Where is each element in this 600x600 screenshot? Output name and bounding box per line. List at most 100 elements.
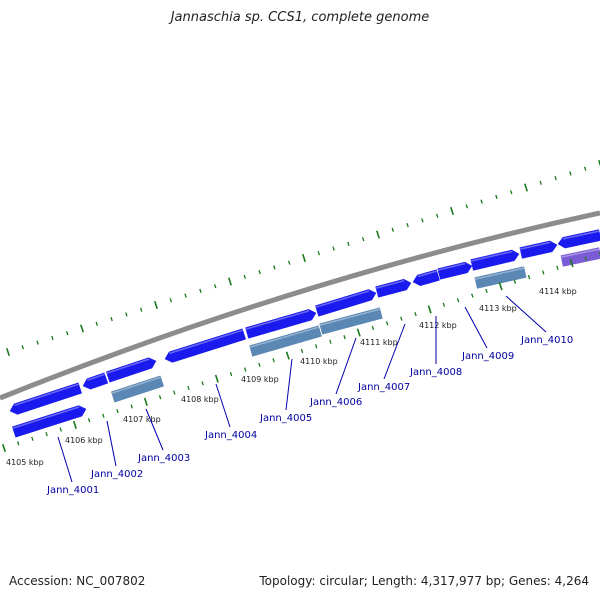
kbp-label: 4106 kbp [65, 436, 103, 445]
rna-feature[interactable] [474, 266, 527, 289]
tick-mark [2, 443, 6, 453]
leader-line [335, 337, 357, 395]
gene-label[interactable]: Jann_4008 [409, 367, 462, 378]
cds-arrow[interactable] [437, 261, 473, 280]
tick-mark [598, 159, 600, 167]
tick-mark [87, 418, 91, 423]
cds-arrow[interactable] [82, 372, 109, 390]
cds-arrow[interactable] [11, 405, 87, 438]
feature-highlight [375, 279, 405, 289]
tick-mark [59, 427, 62, 432]
tick-mark [302, 253, 306, 263]
rna-feature[interactable] [110, 375, 165, 403]
tick-mark [158, 395, 162, 400]
leader-line [215, 383, 231, 428]
feature-highlight [519, 241, 551, 250]
cds-arrow[interactable] [315, 289, 377, 317]
tick-mark [51, 335, 54, 341]
tick-mark [244, 367, 247, 372]
tick-mark [173, 390, 176, 395]
tick-mark [391, 227, 395, 232]
rna-feature[interactable] [249, 325, 322, 357]
gene-label[interactable]: Jann_4010 [520, 335, 573, 346]
feature-highlight [12, 406, 80, 429]
gene-label[interactable]: Jann_4004 [204, 430, 257, 441]
tick-mark [513, 279, 517, 284]
tick-mark [498, 282, 503, 291]
rna-feature[interactable] [319, 307, 383, 335]
tick-mark [343, 335, 346, 340]
accession-text: Accession: NC_007802 [9, 574, 146, 588]
tick-mark [229, 371, 233, 377]
cds-arrow[interactable] [557, 229, 600, 249]
kbp-label-group: 4105 kbp 4106 kbp 4107 kbp 4108 kbp 4109 kbp… [6, 287, 577, 467]
tick-mark [80, 324, 84, 333]
feature-highlight [437, 262, 466, 271]
leader-line [106, 420, 117, 467]
tick-mark [414, 311, 417, 317]
tick-mark [509, 190, 513, 195]
tick-mark [36, 340, 39, 345]
leader-line [145, 408, 164, 451]
tick-mark [139, 307, 143, 312]
tick-mark [385, 321, 389, 326]
tick-mark [442, 302, 446, 307]
cds-arrow[interactable] [519, 240, 558, 259]
tick-mark [102, 413, 105, 418]
gene-label[interactable]: Jann_4007 [357, 382, 410, 393]
tick-mark [228, 277, 232, 286]
leader-line-group [57, 295, 547, 483]
tick-mark [371, 325, 375, 331]
cds-arrow[interactable] [375, 278, 412, 298]
gene-label[interactable]: Jann_4005 [259, 413, 312, 424]
leader-line [57, 436, 73, 483]
tick-mark [542, 270, 545, 275]
feature-highlight [562, 230, 600, 240]
feature-track [9, 229, 600, 438]
tick-mark [376, 230, 380, 239]
gene-label[interactable]: Jann_4002 [90, 469, 143, 480]
gene-label[interactable]: Jann_4006 [309, 397, 362, 408]
cds-arrow[interactable] [245, 309, 317, 339]
gene-label[interactable]: Jann_4009 [461, 351, 514, 362]
tick-mark [213, 284, 217, 289]
cds-arrow[interactable] [412, 269, 440, 286]
feature-highlight [319, 308, 381, 326]
inner-tick-track [2, 251, 600, 453]
gene-label[interactable]: Jann_4003 [137, 453, 190, 464]
tick-mark [199, 288, 202, 294]
tick-mark [169, 298, 173, 303]
tick-mark [125, 312, 128, 317]
tick-mark [116, 408, 119, 414]
cds-arrow[interactable] [470, 249, 520, 271]
tick-mark [143, 397, 148, 406]
feature-highlight [561, 248, 600, 258]
tick-mark [31, 436, 34, 441]
tick-mark [539, 180, 543, 185]
tick-mark [527, 274, 531, 280]
cds-arrow[interactable] [164, 328, 247, 363]
tick-mark [485, 288, 488, 294]
outer-tick-track [6, 159, 600, 357]
feature-highlight [87, 373, 105, 381]
cds-arrow[interactable] [105, 357, 157, 383]
tick-mark [273, 265, 276, 270]
tick-mark [184, 293, 187, 298]
gene-label-group: Jann_4001Jann_4002Jann_4003Jann_4004Jann… [46, 335, 573, 496]
tick-mark [317, 251, 321, 256]
tick-mark [72, 420, 77, 429]
feature-highlight [106, 358, 150, 374]
gene-label[interactable]: Jann_4001 [46, 485, 99, 496]
tick-mark [272, 358, 275, 363]
cds-arrow[interactable] [9, 382, 83, 415]
tick-mark [524, 183, 528, 192]
tick-mark [400, 316, 403, 321]
kbp-label: 4107 kbp [123, 415, 161, 424]
tick-mark [480, 199, 483, 204]
tick-mark [258, 269, 261, 275]
tick-mark [347, 241, 350, 247]
tick-mark [287, 260, 291, 265]
tick-mark [569, 259, 574, 268]
tick-mark [258, 362, 261, 367]
tick-mark [584, 256, 588, 261]
